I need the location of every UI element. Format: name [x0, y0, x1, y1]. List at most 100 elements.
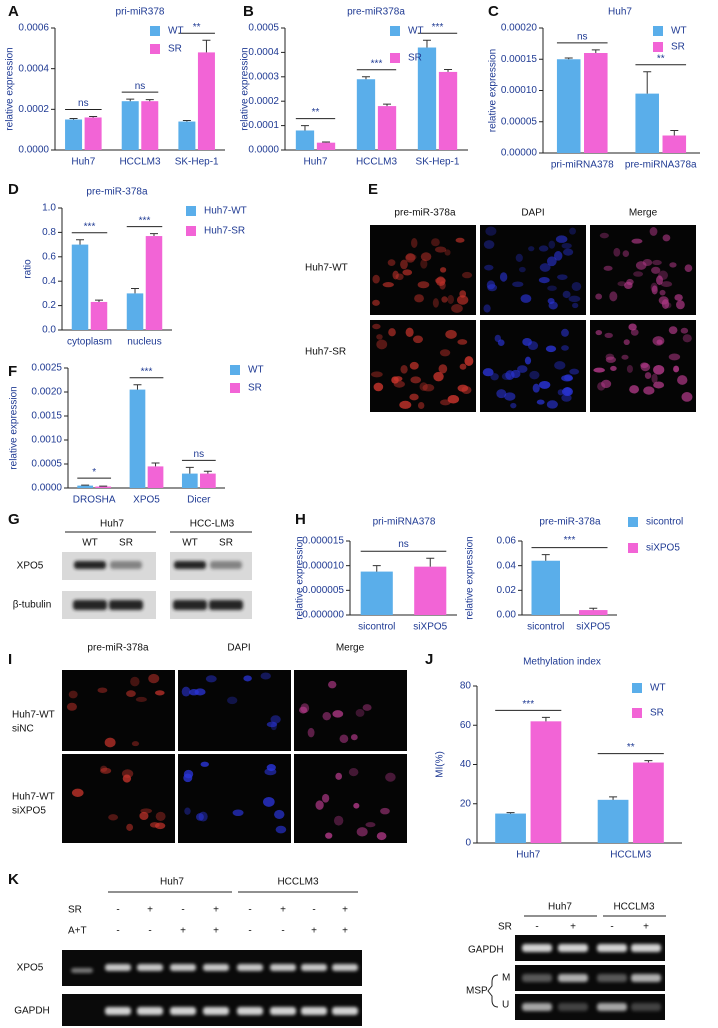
legend-label: siXPO5 [646, 543, 680, 554]
bracket [487, 974, 499, 1008]
nucleus [275, 825, 287, 834]
x-tick-label: pre-miRNA378a [625, 160, 697, 171]
y-tick-label: 0.00005 [501, 116, 538, 127]
nucleus [538, 245, 549, 252]
significance-label: * [92, 467, 96, 478]
nucleus [659, 289, 666, 296]
sign: + [311, 926, 317, 937]
gel-band [332, 1007, 358, 1015]
x-tick-label: Dicer [187, 495, 211, 506]
nucleus [546, 256, 557, 267]
y-tick-label: 0.0006 [18, 23, 49, 34]
band-label: M [502, 973, 510, 984]
nucleus [569, 227, 576, 235]
nucleus [332, 710, 344, 718]
nucleus [414, 294, 424, 303]
nucleus [496, 389, 507, 399]
y-tick-label: 0.0000 [18, 145, 49, 156]
nucleus [400, 259, 408, 270]
nucleus [104, 737, 116, 748]
nucleus [154, 822, 166, 830]
y-tick-label: 0.02 [497, 585, 517, 596]
nucleus [97, 687, 108, 693]
nucleus [409, 393, 419, 401]
bar [414, 566, 447, 615]
legend-swatch [230, 383, 240, 393]
nucleus [154, 690, 165, 696]
nucleus [613, 247, 621, 257]
row-label: siNC [12, 724, 34, 735]
nucleus [373, 382, 384, 392]
y-axis-label: MI(%) [435, 751, 446, 778]
nucleus [274, 809, 285, 819]
nucleus [440, 267, 447, 273]
nucleus [653, 365, 665, 375]
band-label: XPO5 [17, 963, 44, 974]
bar [129, 389, 146, 488]
nucleus [388, 328, 396, 337]
nucleus [658, 270, 669, 281]
band-label: U [502, 1000, 509, 1011]
legend-label: SR [248, 383, 262, 394]
legend-label: WT [650, 683, 666, 694]
legend-swatch [653, 26, 663, 36]
error-bar [76, 239, 85, 245]
error-bar [202, 39, 211, 53]
significance-label: ** [312, 107, 320, 118]
y-tick-label: 0.00015 [501, 54, 538, 65]
gel-band [597, 974, 627, 982]
nucleus [194, 688, 206, 696]
nucleus [660, 281, 673, 288]
legend-swatch [186, 226, 196, 236]
sign: - [610, 922, 613, 933]
legend-label: SR [408, 53, 422, 64]
nucleus [628, 323, 637, 331]
panel-label: B [243, 3, 254, 20]
error-bar [322, 141, 331, 143]
group-label: HCCLM3 [277, 877, 319, 888]
nucleus [434, 246, 447, 253]
nucleus [409, 361, 419, 370]
nucleus [435, 276, 446, 286]
bar [147, 466, 164, 488]
error-bar [133, 384, 142, 390]
significance-label: ns [78, 98, 89, 109]
nucleus [651, 373, 658, 384]
x-tick-label: SK-Hep-1 [416, 157, 460, 168]
bar [197, 52, 215, 150]
nucleus [644, 372, 652, 379]
x-tick-label: DROSHA [73, 495, 116, 506]
nucleus [485, 226, 497, 236]
nucleus [593, 367, 605, 373]
bar [316, 142, 336, 150]
nucleus [417, 401, 425, 410]
gel-band [270, 964, 296, 971]
sign: + [147, 905, 153, 916]
nucleus [372, 274, 380, 284]
bar [121, 101, 139, 150]
y-tick-label: 80 [460, 681, 472, 692]
gel-band [301, 964, 327, 971]
nucleus [264, 768, 277, 776]
nucleus [126, 690, 136, 697]
error-bar [444, 68, 453, 72]
nucleus [328, 680, 337, 689]
panel-label: E [368, 181, 378, 198]
nucleus [325, 832, 333, 839]
nucleus [66, 702, 77, 711]
nucleus [668, 353, 681, 361]
nucleus [510, 402, 517, 409]
gel-band [631, 944, 661, 952]
lane-label: SR [119, 538, 133, 549]
nucleus [333, 815, 344, 826]
nucleus [487, 284, 498, 292]
column-label: pre-miR-378a [87, 643, 149, 654]
significance-label: *** [141, 366, 153, 377]
error-bar [185, 466, 194, 474]
gel-band [522, 1003, 552, 1011]
error-bar [506, 812, 515, 814]
panel-label: J [425, 651, 433, 668]
y-axis-label: relative expression [488, 49, 499, 132]
nucleus [68, 690, 78, 699]
